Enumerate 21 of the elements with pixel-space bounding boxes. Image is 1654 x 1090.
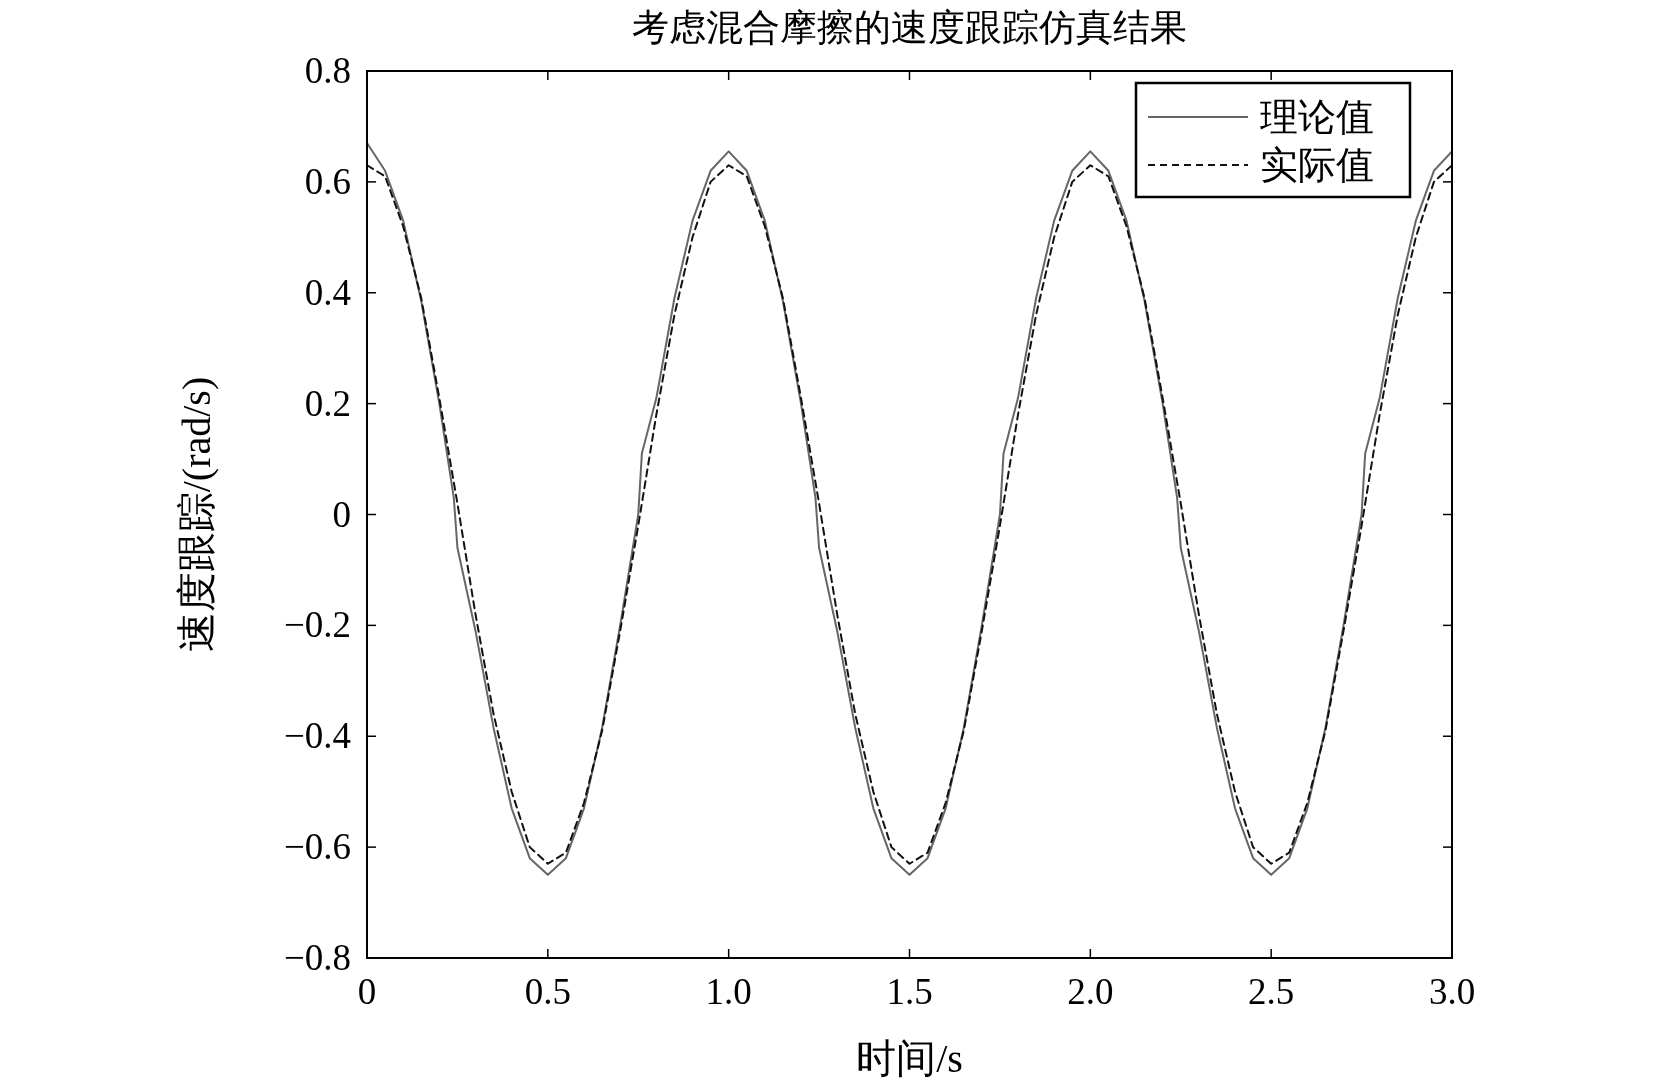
y-tick-label: −0.6: [283, 826, 351, 868]
x-tick-label: 1.0: [705, 971, 752, 1012]
chart-title: 考虑混合摩擦的速度跟踪仿真结果: [632, 7, 1187, 48]
y-tick-label: 0.8: [304, 50, 351, 91]
x-tick-label: 1.5: [886, 971, 933, 1012]
x-tick-label: 0: [357, 971, 377, 1012]
legend-label: 理论值: [1260, 96, 1374, 138]
x-axis-title: 时间/s: [856, 1036, 963, 1081]
legend-label: 实际值: [1260, 144, 1374, 186]
y-tick-label: −0.4: [283, 715, 351, 757]
x-tick-label: 2.0: [1067, 971, 1114, 1012]
y-tick-label: 0.4: [304, 271, 351, 313]
y-tick-label: −0.8: [283, 937, 351, 978]
x-tick-label: 0.5: [524, 971, 571, 1012]
y-tick-label: 0.6: [304, 160, 351, 202]
x-tick-label: 3.0: [1428, 971, 1476, 1012]
y-axis-title: 速度跟踪/(rad/s): [174, 376, 219, 653]
y-tick-label: 0: [332, 493, 351, 535]
x-tick-label: 2.5: [1248, 971, 1295, 1012]
y-tick-label: 0.2: [304, 382, 351, 424]
y-tick-label: −0.2: [283, 604, 351, 646]
